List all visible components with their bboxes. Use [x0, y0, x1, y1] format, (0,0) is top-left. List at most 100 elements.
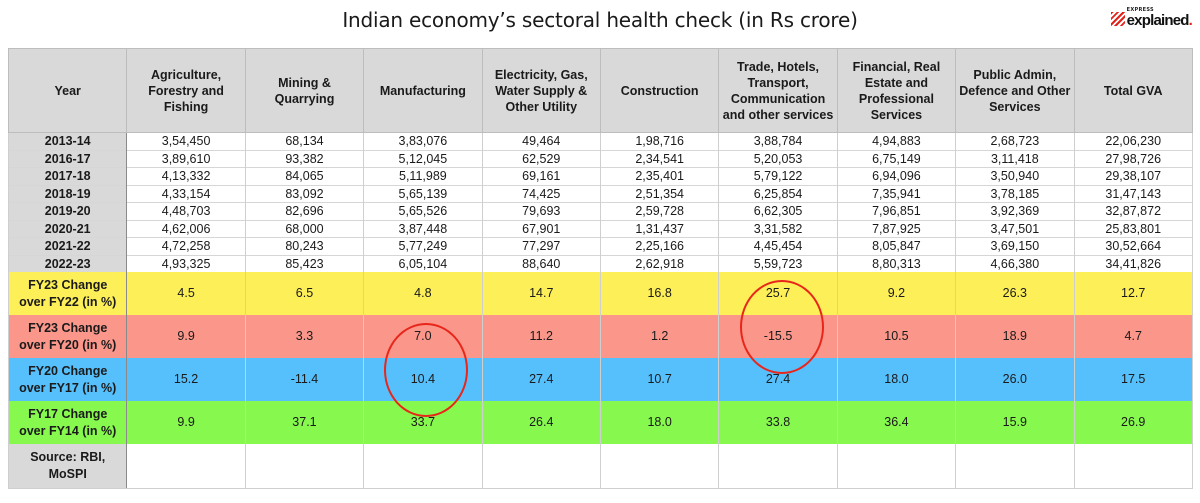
change-row: FY23 Change over FY22 (in %) 4.5 6.5 4.8 14.7… — [7, 272, 1193, 315]
value-cell: 84,065 — [244, 167, 365, 185]
table-row: 2018-19 4,33,154 83,092 5,65,139 74,425 2,51,… — [7, 184, 1193, 203]
column-header: Manufacturing — [363, 48, 483, 133]
value-cell: 3,31,582 — [718, 219, 838, 238]
express-explained-logo: EXPRESS explained. — [1110, 4, 1193, 29]
column-header: Public Admin, Defence and Other Services — [955, 48, 1075, 133]
change-value-cell: 17.5 — [1073, 358, 1193, 401]
change-value-cell: 26.4 — [481, 401, 601, 444]
column-header: Mining & Quarrying — [244, 48, 365, 133]
year-cell: 2019-20 — [7, 202, 128, 220]
value-cell: 3,78,185 — [955, 184, 1075, 203]
value-cell: 3,87,448 — [363, 219, 483, 238]
logo-explained-word: explained — [1126, 12, 1190, 29]
change-value-cell: 4.5 — [126, 272, 246, 315]
empty-cell — [718, 444, 838, 489]
year-cell: 2020-21 — [7, 219, 128, 238]
source-line2: MoSPI — [48, 467, 87, 481]
table-row: 2019-20 4,48,703 82,696 5,65,526 79,693 2,59,… — [7, 202, 1193, 220]
value-cell: 3,83,076 — [363, 132, 483, 150]
value-cell: 6,05,104 — [363, 254, 483, 272]
source-line1: Source: RBI, — [30, 450, 106, 464]
value-cell: 4,45,454 — [718, 237, 838, 255]
year-cell: 2021-22 — [7, 237, 128, 255]
change-value-cell: 3.3 — [244, 315, 365, 358]
value-cell: 2,35,401 — [599, 167, 720, 185]
value-cell: 34,41,826 — [1073, 254, 1193, 272]
value-cell: 8,05,847 — [836, 237, 957, 255]
value-cell: 49,464 — [481, 132, 601, 150]
change-value-cell: 9.9 — [126, 315, 246, 358]
value-cell: 79,693 — [481, 202, 601, 220]
value-cell: 2,59,728 — [599, 202, 720, 220]
change-value-cell: 27.4 — [481, 358, 601, 401]
table-row: 2022-23 4,93,325 85,423 6,05,104 88,640 2,62,… — [7, 254, 1193, 272]
column-header-year: Year — [7, 48, 128, 133]
table-row: 2017-18 4,13,332 84,065 5,11,989 69,161 2,35,… — [7, 167, 1193, 185]
column-header: Trade, Hotels, Transport, Communication … — [718, 48, 838, 133]
value-cell: 4,93,325 — [126, 254, 246, 272]
value-cell: 77,297 — [481, 237, 601, 255]
value-cell: 82,696 — [244, 202, 365, 220]
change-value-cell: 9.2 — [836, 272, 957, 315]
value-cell: 62,529 — [481, 149, 601, 168]
column-header: Electricity, Gas, Water Supply & Other U… — [481, 48, 601, 133]
value-cell: 3,88,784 — [718, 132, 838, 150]
change-value-cell: -15.5 — [718, 315, 838, 358]
change-value-cell: 7.0 — [363, 315, 483, 358]
change-value-cell: 10.7 — [599, 358, 720, 401]
change-value-cell: 6.5 — [244, 272, 365, 315]
change-label-line2: over FY14 (in %) — [19, 423, 117, 438]
empty-cell — [836, 444, 957, 489]
value-cell: 6,75,149 — [836, 149, 957, 168]
value-cell: 5,12,045 — [363, 149, 483, 168]
value-cell: 4,62,006 — [126, 219, 246, 238]
value-cell: 25,83,801 — [1073, 219, 1193, 238]
empty-cell — [126, 444, 246, 489]
value-cell: 5,65,526 — [363, 202, 483, 220]
logo-stripes-icon — [1110, 12, 1125, 26]
value-cell: 6,25,854 — [718, 184, 838, 203]
value-cell: 68,134 — [244, 132, 365, 150]
value-cell: 31,47,143 — [1073, 184, 1193, 203]
change-value-cell: 36.4 — [836, 401, 957, 444]
empty-cell — [1073, 444, 1193, 489]
column-header: Total GVA — [1073, 48, 1193, 133]
change-value-cell: 15.2 — [126, 358, 246, 401]
change-value-cell: 25.7 — [718, 272, 838, 315]
value-cell: 3,92,369 — [955, 202, 1075, 220]
value-cell: 27,98,726 — [1073, 149, 1193, 168]
logo-dot: . — [1188, 12, 1193, 29]
empty-cell — [481, 444, 601, 489]
change-value-cell: 12.7 — [1073, 272, 1193, 315]
empty-cell — [244, 444, 365, 489]
value-cell: 2,25,166 — [599, 237, 720, 255]
value-cell: 93,382 — [244, 149, 365, 168]
value-cell: 4,33,154 — [126, 184, 246, 203]
change-label-line1: FY17 Change — [28, 406, 108, 421]
empty-cell — [955, 444, 1075, 489]
change-row-label: FY23 Change over FY22 (in %) — [7, 272, 128, 315]
table-row: 2021-22 4,72,258 80,243 5,77,249 77,297 2,25,… — [7, 237, 1193, 255]
year-cell: 2017-18 — [7, 167, 128, 185]
value-cell: 4,13,332 — [126, 167, 246, 185]
logo-brand: EXPRESS explained. — [1126, 8, 1193, 29]
change-row: FY23 Change over FY20 (in %) 9.9 3.3 7.0 11.2… — [7, 315, 1193, 358]
change-value-cell: 26.3 — [955, 272, 1075, 315]
value-cell: 85,423 — [244, 254, 365, 272]
change-value-cell: 15.9 — [955, 401, 1075, 444]
value-cell: 83,092 — [244, 184, 365, 203]
value-cell: 67,901 — [481, 219, 601, 238]
value-cell: 22,06,230 — [1073, 132, 1193, 150]
value-cell: 3,11,418 — [955, 149, 1075, 168]
table-row: 2013-14 3,54,450 68,134 3,83,076 49,464 1,98,… — [7, 132, 1193, 150]
value-cell: 3,69,150 — [955, 237, 1075, 255]
value-cell: 29,38,107 — [1073, 167, 1193, 185]
header-row: Year Agriculture, Forestry and Fishing Min… — [7, 48, 1193, 133]
value-cell: 7,87,925 — [836, 219, 957, 238]
value-cell: 3,54,450 — [126, 132, 246, 150]
year-cell: 2013-14 — [7, 132, 128, 150]
change-value-cell: 27.4 — [718, 358, 838, 401]
change-value-cell: 26.9 — [1073, 401, 1193, 444]
change-value-cell: 16.8 — [599, 272, 720, 315]
page-title: Indian economy’s sectoral health check (… — [342, 8, 858, 32]
